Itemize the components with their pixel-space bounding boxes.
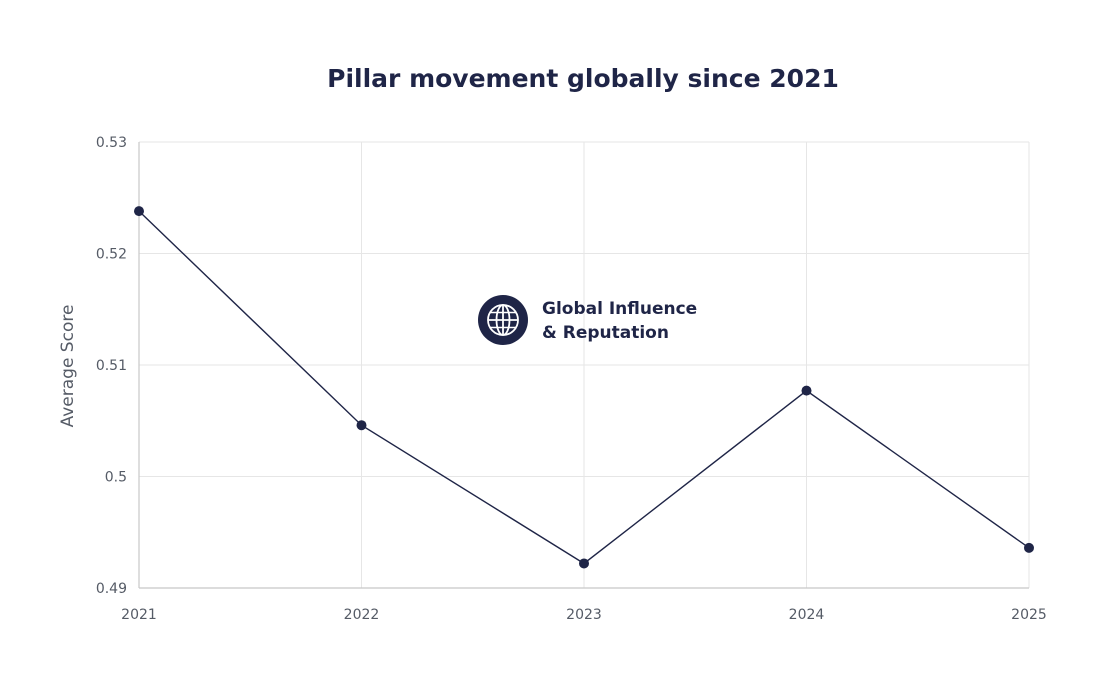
legend-label-line-2: & Reputation <box>542 323 669 343</box>
tick-labels: 0.49 0.5 0.51 0.52 0.53 2021 2022 2023 2024 2025 <box>96 135 1047 623</box>
y-axis-title: Average Score <box>58 305 78 428</box>
x-tick-label: 2024 <box>789 607 825 623</box>
y-tick-label: 0.52 <box>96 247 127 263</box>
x-tick-label: 2021 <box>121 607 157 623</box>
globe-icon <box>478 295 528 345</box>
data-point-2021 <box>134 206 144 217</box>
data-point-2023 <box>579 558 589 569</box>
legend: Global Influence & Reputation <box>478 295 697 345</box>
x-tick-label: 2025 <box>1011 607 1047 623</box>
data-point-2025 <box>1024 542 1034 553</box>
axes <box>138 142 1029 589</box>
y-tick-label: 0.51 <box>96 358 127 374</box>
data-point-2024 <box>801 385 812 396</box>
data-point-2022 <box>356 420 367 431</box>
gridlines <box>139 141 1030 588</box>
y-tick-label: 0.5 <box>105 470 127 486</box>
y-tick-label: 0.53 <box>96 135 127 151</box>
chart-title: Pillar movement globally since 2021 <box>327 64 839 93</box>
data-series <box>134 206 1034 569</box>
x-tick-label: 2022 <box>344 607 380 623</box>
x-tick-label: 2023 <box>566 607 602 623</box>
legend-label-line-1: Global Influence <box>542 299 697 319</box>
y-tick-label: 0.49 <box>96 581 127 597</box>
